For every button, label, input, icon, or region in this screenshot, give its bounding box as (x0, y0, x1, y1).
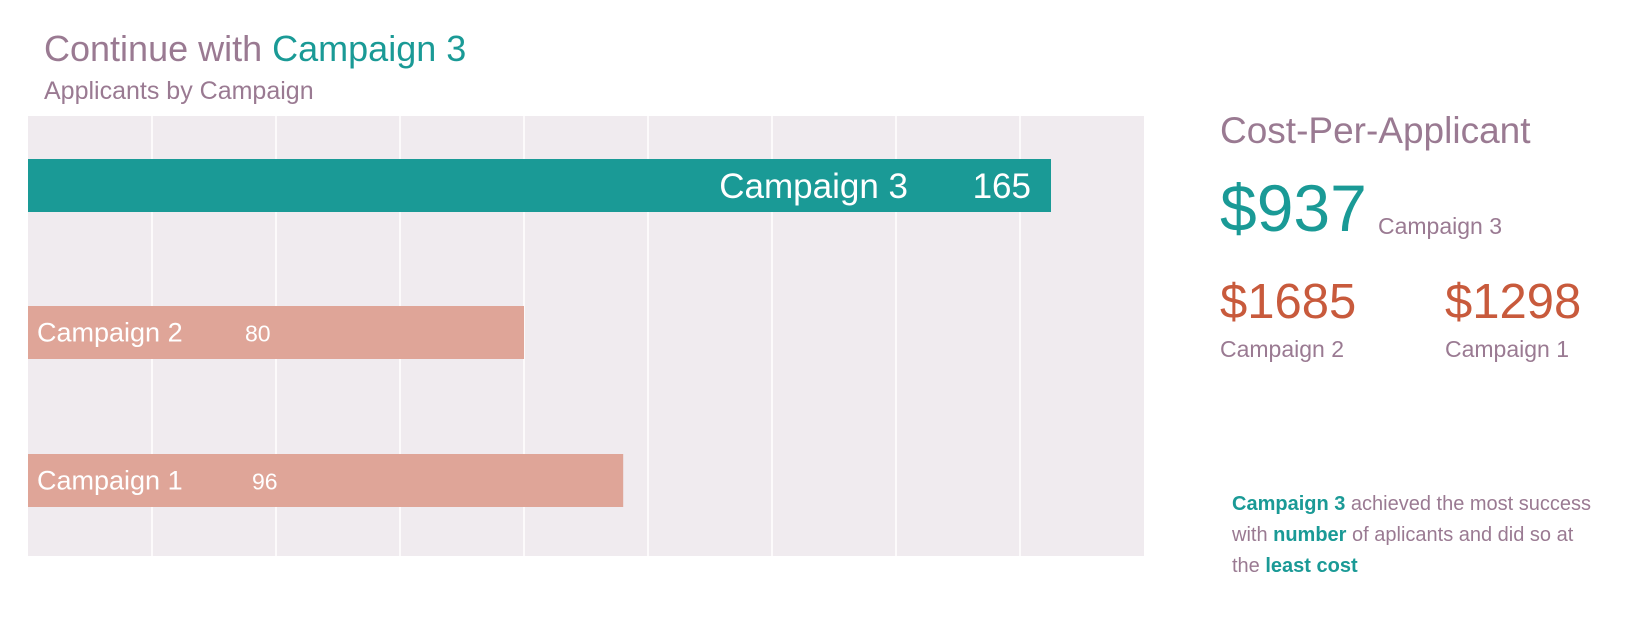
title-prefix: Continue with (44, 28, 263, 69)
cost-panel: Cost-Per-Applicant $937 Campaign 3 $1685… (1220, 0, 1620, 626)
bar (28, 454, 624, 507)
category-label: Campaign 2 (37, 318, 183, 348)
title-accent: Campaign 3 (272, 28, 467, 69)
note-text: achieved the most success with (1232, 493, 1592, 546)
chart-subtitle: Applicants by Campaign (44, 77, 314, 105)
category-label: Campaign 1 (37, 466, 183, 496)
primary-cost-value: $937 (1220, 171, 1367, 245)
cost-heading: Cost-Per-Applicant (1220, 110, 1531, 151)
secondary-cost-label: Campaign 1 (1445, 336, 1570, 362)
primary-cost-label: Campaign 3 (1378, 213, 1503, 239)
note-number: number (1273, 524, 1347, 546)
note-least-cost: least cost (1265, 555, 1358, 577)
category-label: Campaign 3 (719, 167, 908, 206)
note-text: of aplicants and did so at the (1232, 524, 1574, 577)
secondary-cost-value: $1298 (1445, 275, 1582, 329)
data-label: 80 (245, 321, 271, 347)
data-label: 96 (252, 469, 278, 495)
bar (28, 306, 524, 359)
data-label: 165 (973, 167, 1031, 206)
secondary-cost-value: $1685 (1220, 275, 1357, 329)
bar-chart: 165 Campaign 3 Campaign 2 80 Campaign 1 96 (28, 116, 1144, 556)
bar (28, 159, 1051, 212)
note-campaign: Campaign 3 (1232, 493, 1346, 515)
secondary-cost-label: Campaign 2 (1220, 336, 1345, 362)
summary-note: Campaign 3 achieved the most success wit… (1232, 489, 1592, 582)
chart-title: Continue with Campaign 3 (44, 28, 466, 70)
